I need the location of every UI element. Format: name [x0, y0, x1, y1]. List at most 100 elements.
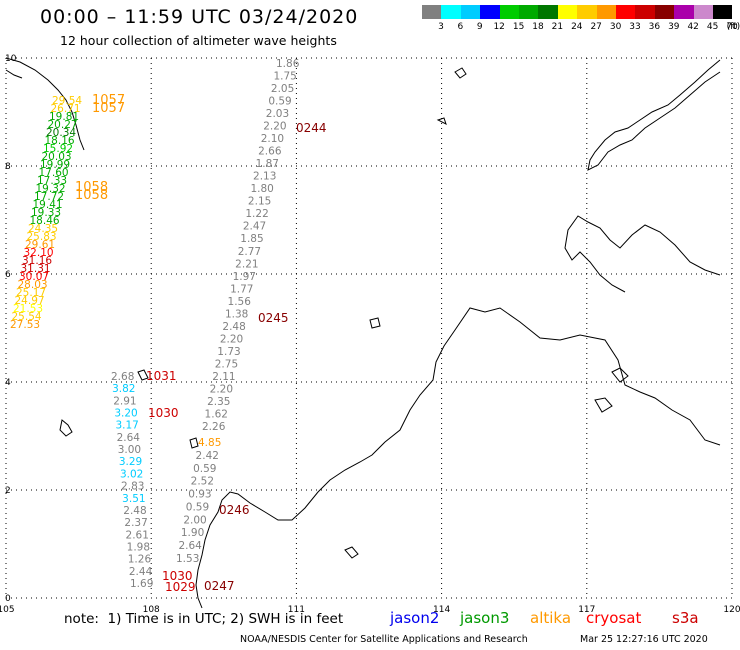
color-swatch: [577, 5, 597, 19]
color-scale-unit: (ft): [726, 22, 740, 32]
wave-height-label: 2.52: [191, 476, 214, 488]
lat-tick-label: 6: [5, 270, 11, 280]
color-scale-label: 6: [457, 22, 464, 32]
wave-height-label: 2.75: [215, 358, 238, 370]
wave-height-label: 2.68: [111, 371, 134, 383]
wave-height-label: 0.59: [268, 96, 291, 108]
lat-tick-label: 8: [5, 162, 11, 172]
island-natuna: [189, 437, 199, 449]
wave-height-label: 2.83: [121, 481, 144, 493]
wave-height-label: 4.85: [198, 437, 221, 449]
wave-height-label: 1.85: [240, 233, 263, 245]
color-scale-label: 9: [476, 22, 483, 32]
borneo-coast: [195, 307, 721, 609]
wave-height-label: 2.61: [126, 529, 149, 541]
wave-height-label: 3.02: [120, 468, 143, 480]
wave-height-label: 2.03: [266, 108, 289, 120]
color-scale-label: 24: [571, 22, 583, 32]
island-scatter-5: [594, 397, 613, 413]
wave-height-label: 3.82: [112, 383, 135, 395]
wave-height-label: 2.48: [123, 505, 146, 517]
lat-tick-label: 0: [5, 594, 11, 604]
wave-height-label: 27.53: [10, 319, 40, 331]
wave-height-label: 2.77: [238, 246, 261, 258]
wave-height-label: 1.80: [250, 183, 273, 195]
island-scatter-1: [454, 67, 467, 79]
color-swatch: [519, 5, 539, 19]
color-scale-label: 15: [512, 22, 525, 32]
color-swatch: [441, 5, 461, 19]
wave-height-label: 3.00: [118, 444, 141, 456]
track-time-label: 1030: [148, 406, 179, 420]
color-swatch: [557, 5, 578, 19]
wave-height-label: 2.20: [263, 121, 286, 133]
wave-height-label: 1.69: [130, 578, 153, 590]
wave-height-label: 17.72: [34, 191, 64, 203]
color-swatch: [713, 5, 733, 19]
wave-height-label: 28.03: [18, 279, 48, 291]
color-swatch: [422, 5, 442, 19]
wave-height-label: 2.35: [207, 396, 230, 408]
wave-height-label: 2.11: [212, 371, 235, 383]
wave-height-label: 1.87: [256, 158, 279, 170]
footnote: note: 1) Time is in UTC; 2) SWH is in fe…: [64, 611, 344, 627]
legend-item-cryosat: cryosat: [586, 609, 642, 627]
wave-height-label: 2.66: [258, 146, 282, 158]
wave-height-label: 2.20: [220, 333, 243, 345]
wave-height-label: 0.93: [188, 489, 211, 501]
wave-height-label: 1.90: [181, 527, 204, 539]
wave-height-label: 2.05: [271, 83, 294, 95]
color-scale-label: 18: [532, 22, 544, 32]
wave-height-label: 1.97: [233, 271, 256, 283]
wave-height-label: 26.71: [51, 103, 81, 115]
wave-height-label: 2.42: [196, 450, 219, 462]
wave-height-label: 19.81: [49, 111, 79, 123]
color-scale-label: 12: [493, 22, 505, 32]
track-time-label: 1030: [162, 569, 193, 583]
island-bangka: [344, 546, 359, 559]
track-time-label: 0246: [219, 503, 250, 517]
color-swatch: [693, 5, 713, 19]
wave-height-label: 24.35: [28, 223, 58, 235]
wave-height-label: 25.83: [27, 231, 57, 243]
wave-height-label: 1.22: [245, 208, 268, 220]
track-time-label: 1057: [92, 101, 125, 116]
island-tioman: [59, 419, 73, 437]
color-swatch: [499, 5, 519, 19]
chart-subtitle: 12 hour collection of altimeter wave hei…: [60, 33, 337, 48]
wave-height-label: 20.03: [42, 151, 72, 163]
track-time-label: 0247: [204, 579, 235, 593]
color-swatch: [460, 5, 481, 19]
wave-height-label: 1.38: [225, 308, 248, 320]
color-swatch: [635, 5, 655, 19]
wave-height-label: 2.10: [261, 133, 284, 145]
color-scale-label: 39: [668, 22, 680, 32]
wave-height-label: 29.54: [52, 95, 82, 107]
wave-height-label: 1.62: [205, 408, 228, 420]
coastline: [5, 57, 721, 609]
wave-height-label: 2.20: [210, 383, 233, 395]
wave-height-label: 1.98: [127, 541, 150, 553]
track-time-label: 1058: [75, 180, 108, 195]
lon-tick-label: 117: [578, 605, 595, 615]
wave-height-label: 3.17: [115, 420, 138, 432]
wave-height-label: 20.34: [46, 127, 76, 139]
wave-height-label: 20.27: [48, 119, 78, 131]
wave-height-label: 2.91: [113, 395, 136, 407]
wave-height-label: 18.46: [30, 215, 60, 227]
lon-tick-label: 111: [288, 605, 305, 615]
wave-height-label: 19.41: [33, 199, 63, 211]
color-swatch: [616, 5, 636, 19]
lon-tick-label: 120: [723, 605, 740, 615]
credit-line: NOAA/NESDIS Center for Satellite Applica…: [240, 634, 528, 645]
wave-height-label: 19.33: [31, 207, 61, 219]
wave-height-label: 3.29: [119, 456, 142, 468]
color-swatch: [654, 5, 675, 19]
wave-height-label: 1.26: [128, 554, 152, 566]
legend-item-altika: altika: [530, 609, 572, 627]
wave-height-label: 3.51: [122, 493, 145, 505]
wave-height-label: 1.77: [230, 283, 253, 295]
wave-height-label: 2.00: [183, 514, 206, 526]
wave-height-label: 2.13: [253, 171, 276, 183]
